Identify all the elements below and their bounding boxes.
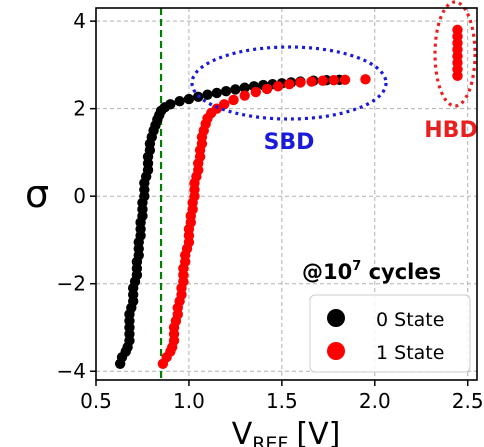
legend: 0 State 1 State <box>309 294 471 373</box>
legend-marker-1-state <box>327 342 345 360</box>
point-1-state <box>261 83 273 95</box>
point-1-state <box>272 81 284 92</box>
point-1-state <box>250 86 262 98</box>
legend-marker-0-state <box>327 309 345 327</box>
y-tick-label: 0 <box>73 184 86 208</box>
point-1-state <box>328 75 340 86</box>
condition-suffix: cycles <box>361 260 441 284</box>
y-axis: 4 2 0 −2 −4 <box>57 9 96 383</box>
point-0-state <box>165 99 176 110</box>
hbd-label: HBD <box>424 118 477 143</box>
x-tick-label: 2.5 <box>452 389 484 413</box>
y-tick-label: −4 <box>57 359 86 383</box>
hbd-ellipse <box>433 0 477 108</box>
sbd-label: SBD <box>264 130 315 155</box>
point-1-state <box>219 99 230 110</box>
point-0-state <box>230 84 241 95</box>
condition-exponent: 7 <box>352 259 361 274</box>
point-1-state <box>452 24 463 36</box>
condition-label: @107 cycles <box>302 259 441 284</box>
point-0-state <box>174 96 185 107</box>
legend-box <box>309 294 471 373</box>
point-1-state <box>360 74 371 85</box>
x-tick-label: 1.5 <box>266 389 298 413</box>
x-tick-label: 2.0 <box>359 389 391 413</box>
point-0-state <box>211 87 223 99</box>
x-axis-title-subscript: REF <box>252 433 288 447</box>
plot-frame <box>95 7 478 381</box>
sbd-ellipse <box>190 45 388 121</box>
y-tick-label: 2 <box>73 97 86 121</box>
point-1-state <box>228 94 239 106</box>
point-1-state <box>339 74 351 85</box>
point-0-state <box>202 89 213 100</box>
y-tick-label: −2 <box>57 272 86 296</box>
data-points <box>114 24 463 370</box>
legend-label-0-state: 0 State <box>376 309 444 331</box>
point-0-state <box>239 82 250 93</box>
point-1-state <box>284 78 295 90</box>
point-0-state <box>183 93 195 105</box>
x-axis: 0.5 1.0 1.5 2.0 2.5 <box>80 380 484 413</box>
x-tick-label: 0.5 <box>80 389 112 413</box>
point-1-state <box>317 75 328 86</box>
x-tick-label: 1.0 <box>173 389 205 413</box>
legend-label-1-state: 1 State <box>376 342 444 364</box>
x-axis-title-unit: [V] <box>296 417 340 447</box>
x-axis-title: VREF [V] <box>232 417 341 447</box>
point-1-state <box>306 76 317 87</box>
point-1-state <box>239 90 250 101</box>
point-1-state <box>295 77 306 88</box>
y-axis-title: σ <box>25 172 49 216</box>
y-tick-label: 4 <box>73 9 86 33</box>
point-0-state <box>220 85 232 97</box>
